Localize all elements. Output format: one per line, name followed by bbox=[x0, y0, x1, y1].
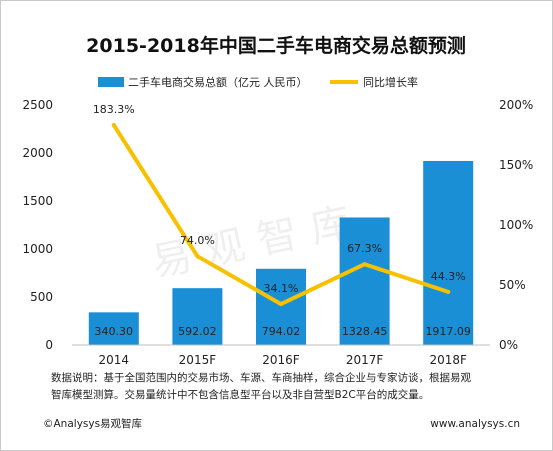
growth-rate-label: 67.3% bbox=[347, 242, 382, 255]
note-line-2: 智库模型测算。交易量统计中不包含信息型平台以及非自营型B2C平台的成交量。 bbox=[51, 388, 429, 401]
bar-value-labels: 340.30 592.02 794.02 1328.45 1917.09 bbox=[95, 325, 471, 338]
left-tick-label: 2000 bbox=[22, 146, 53, 160]
growth-rate-label: 44.3% bbox=[431, 270, 466, 283]
x-tick-label: 2016F bbox=[262, 353, 300, 367]
footer-website: www.analysys.cn bbox=[430, 418, 520, 430]
bar-value-label: 1328.45 bbox=[342, 325, 388, 338]
growth-rate-point bbox=[111, 123, 116, 128]
bar-value-label: 1917.09 bbox=[425, 325, 471, 338]
right-tick-label: 0% bbox=[499, 338, 518, 352]
left-tick-label: 500 bbox=[30, 290, 53, 304]
growth-rate-point bbox=[279, 302, 283, 307]
growth-rate-label: 183.3% bbox=[93, 103, 135, 116]
bar bbox=[423, 160, 474, 345]
growth-rate-label: 34.1% bbox=[264, 282, 299, 295]
x-axis-ticks: 2014 2015F 2016F 2017F 2018F bbox=[99, 353, 467, 367]
legend: 二手车电商交易总额（亿元 人民币） 同比增长率 bbox=[98, 75, 418, 89]
right-tick-label: 50% bbox=[499, 278, 526, 292]
growth-rate-point bbox=[195, 254, 200, 259]
growth-rate-point bbox=[362, 262, 367, 267]
left-tick-label: 0 bbox=[45, 338, 53, 352]
right-tick-label: 150% bbox=[499, 158, 533, 172]
bar-value-label: 794.02 bbox=[262, 325, 301, 338]
x-tick-label: 2014 bbox=[99, 353, 130, 367]
left-tick-label: 1500 bbox=[22, 194, 53, 208]
legend-bar-label: 二手车电商交易总额（亿元 人民币） bbox=[128, 75, 308, 89]
footer-copyright: ©Analysys易观智库 bbox=[43, 417, 142, 430]
data-note: 数据说明：基于全国范围内的交易市场、车源、车商抽样，综合企业与专家访谈，根据易观… bbox=[51, 371, 471, 401]
bar-series bbox=[88, 160, 474, 345]
legend-line-label: 同比增长率 bbox=[363, 75, 418, 89]
bar bbox=[256, 268, 306, 345]
chart-title: 2015-2018年中国二手车电商交易总额预测 bbox=[86, 34, 466, 57]
note-line-1: 数据说明：基于全国范围内的交易市场、车源、车商抽样，综合企业与专家访谈，根据易观 bbox=[51, 371, 471, 384]
line-series bbox=[111, 123, 451, 307]
right-tick-label: 200% bbox=[499, 98, 533, 112]
bar bbox=[172, 288, 223, 345]
bar-value-label: 340.30 bbox=[95, 325, 134, 338]
x-tick-label: 2017F bbox=[346, 353, 384, 367]
line-value-labels: 183.3% 74.0% 34.1% 67.3% 44.3% bbox=[93, 103, 466, 295]
left-axis-ticks: 0 500 1000 1500 2000 2500 bbox=[22, 98, 53, 352]
bar bbox=[339, 217, 390, 345]
x-tick-label: 2018F bbox=[429, 353, 467, 367]
left-tick-label: 2500 bbox=[22, 98, 53, 112]
growth-rate-point bbox=[446, 289, 451, 294]
bar bbox=[88, 312, 139, 345]
left-tick-label: 1000 bbox=[22, 242, 53, 256]
x-tick-label: 2015F bbox=[179, 353, 217, 367]
right-tick-label: 100% bbox=[499, 218, 533, 232]
right-axis-ticks: 0% 50% 100% 150% 200% bbox=[499, 98, 533, 352]
growth-rate-label: 74.0% bbox=[180, 234, 215, 247]
bar-value-label: 592.02 bbox=[178, 325, 217, 338]
legend-bar-swatch bbox=[98, 77, 124, 87]
